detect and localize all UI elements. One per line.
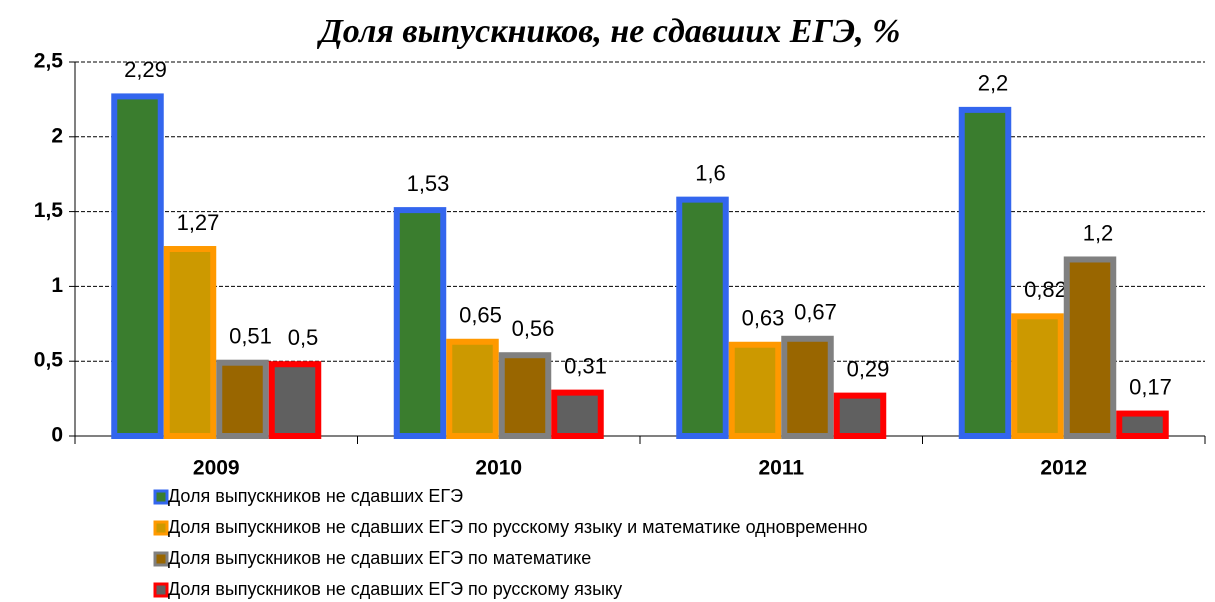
bar [393, 207, 447, 439]
bar [781, 335, 834, 440]
value-label: 0,65 [459, 303, 502, 328]
value-label: 1,6 [695, 160, 726, 185]
bar [268, 361, 322, 440]
value-label: 0,29 [847, 356, 890, 381]
chart-title: Доля выпускников, не сдавших ЕГЭ, % [317, 13, 901, 50]
x-tick-label: 2011 [758, 457, 804, 480]
y-tick-label: 0,5 [34, 349, 64, 372]
y-tick-label: 2 [51, 124, 63, 147]
legend-label: Доля выпускников не сдавших ЕГЭ [168, 486, 463, 506]
x-tick-label: 2010 [475, 457, 522, 480]
value-label: 0,63 [742, 306, 785, 331]
x-tick-label: 2012 [1040, 457, 1087, 480]
bar [498, 352, 552, 439]
value-label: 2,29 [124, 57, 167, 82]
value-label: 2,2 [978, 71, 1009, 96]
bar [676, 196, 729, 439]
bar [833, 392, 887, 439]
bar [216, 359, 269, 440]
value-label: 0,56 [512, 316, 555, 341]
y-tick-label: 1 [51, 274, 63, 297]
value-label: 1,2 [1083, 220, 1114, 245]
legend-swatch [153, 582, 169, 598]
bar [1063, 256, 1117, 440]
value-label: 0,82 [1024, 277, 1067, 302]
x-tick-label: 2009 [193, 457, 240, 480]
legend-label: Доля выпускников не сдавших ЕГЭ по матем… [168, 548, 591, 568]
legend-label: Доля выпускников не сдавших ЕГЭ по русск… [168, 517, 868, 537]
bar [446, 338, 499, 440]
bar [111, 93, 164, 440]
value-label: 0,31 [564, 353, 607, 378]
value-label: 0,17 [1129, 374, 1172, 399]
legend-swatch [153, 520, 169, 536]
bar [163, 246, 217, 439]
value-label: 0,67 [794, 300, 837, 325]
bar [551, 389, 604, 439]
legend-label: Доля выпускников не сдавших ЕГЭ по русск… [168, 579, 622, 599]
bar [1116, 410, 1169, 439]
y-tick-label: 2,5 [34, 50, 64, 73]
legend-swatch [153, 551, 169, 567]
value-label: 0,51 [229, 324, 272, 349]
bar [1011, 313, 1064, 439]
bar [728, 341, 782, 440]
value-label: 1,27 [177, 210, 220, 235]
y-tick-label: 0 [51, 424, 63, 447]
value-label: 0,5 [288, 325, 319, 350]
y-tick-label: 1,5 [34, 199, 64, 222]
value-label: 1,53 [407, 171, 450, 196]
legend-swatch [153, 489, 169, 505]
bar [958, 106, 1012, 439]
